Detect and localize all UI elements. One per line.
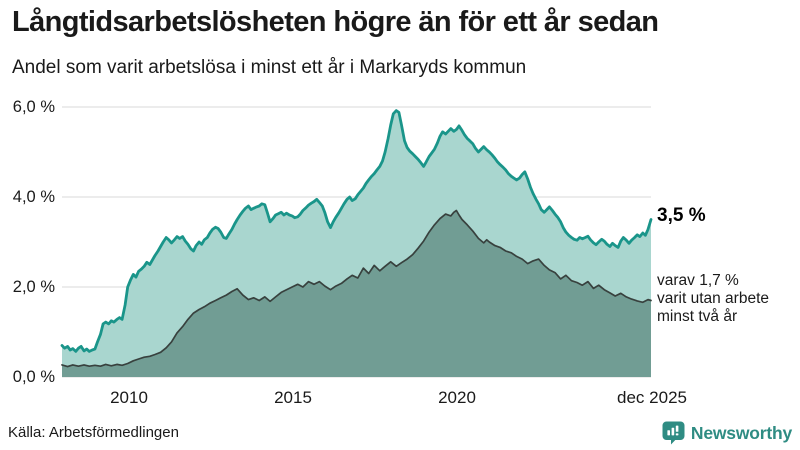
newsworthy-icon (662, 421, 685, 445)
y-tick-4: 4,0 % (12, 188, 55, 206)
source-credit: Källa: Arbetsförmedlingen (8, 424, 179, 441)
x-tick-2010: 2010 (110, 388, 148, 407)
secondary-series-note: varav 1,7 % varit utan arbete minst två … (657, 272, 799, 326)
y-tick-2: 2,0 % (12, 278, 55, 296)
newsworthy-logo[interactable]: Newsworthy (662, 421, 792, 445)
note-line-1: varav 1,7 % (657, 272, 739, 289)
note-line-2: varit utan arbete (657, 290, 770, 307)
latest-value-label: 3,5 % (657, 205, 706, 226)
y-tick-6: 6,0 % (12, 98, 55, 116)
page-title: Långtidsarbetslösheten högre än för ett … (12, 6, 659, 38)
newsworthy-wordmark: Newsworthy (690, 422, 792, 443)
x-tick-2015: 2015 (274, 388, 312, 407)
x-tick-dec-2025: dec 2025 (617, 388, 687, 407)
x-tick-2020: 2020 (438, 388, 476, 407)
page-subtitle: Andel som varit arbetslösa i minst ett å… (12, 57, 527, 78)
y-tick-0: 0,0 % (12, 368, 55, 386)
note-line-3: minst två år (657, 308, 738, 325)
